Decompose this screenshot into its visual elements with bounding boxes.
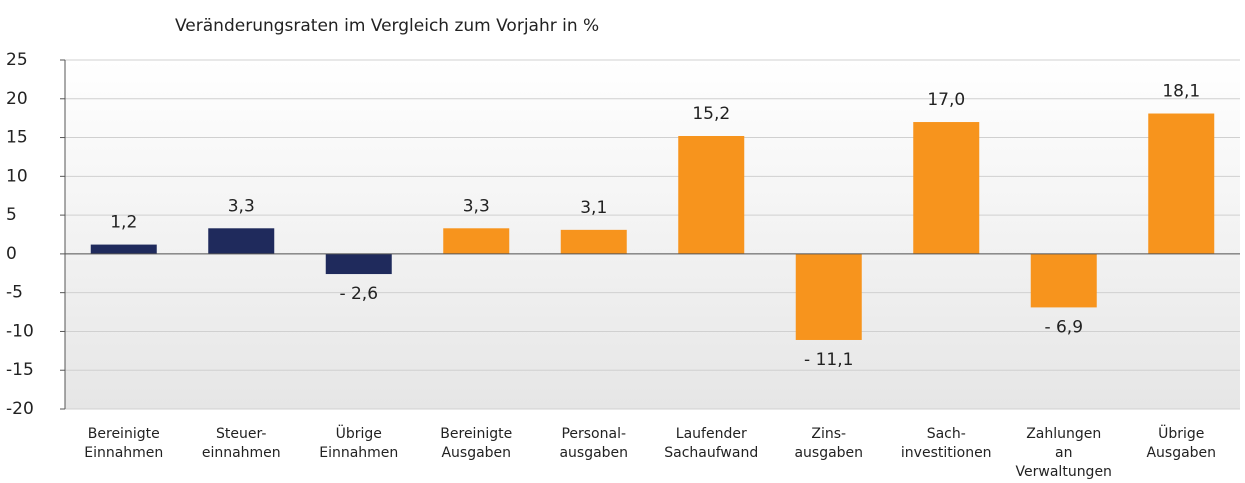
data-label: - 11,1 [804,350,853,370]
bar [560,229,627,254]
y-tick-label: 10 [6,166,28,186]
x-tick-label: Steuer- [216,426,266,442]
x-tick-label: Übrige [336,424,382,442]
data-label: 3,3 [463,196,490,216]
x-tick-label: Zins- [811,426,846,442]
x-tick-label: Einnahmen [84,445,163,461]
bar [325,253,392,275]
data-label: 3,1 [580,198,607,218]
data-label: 18,1 [1162,82,1200,102]
y-tick-label: 25 [6,50,28,70]
y-tick-label: 20 [6,89,28,109]
x-tick-label: investitionen [901,445,992,461]
y-tick-label: -5 [6,283,23,303]
y-tick-label: -10 [6,321,34,341]
x-tick-label: Zahlungen [1026,426,1101,442]
x-tick-label: Einnahmen [319,445,398,461]
x-tick-label: ausgaben [559,445,628,461]
y-tick-label: 15 [6,128,28,148]
x-tick-label: ausgaben [794,445,863,461]
bar [90,244,157,254]
data-label: 1,2 [110,213,137,233]
y-tick-label: -15 [6,360,34,380]
bar [913,122,980,254]
x-tick-label: Laufender [676,426,747,442]
bar [1148,113,1215,254]
data-label: 15,2 [692,104,730,124]
bar [208,228,275,254]
x-tick-label: Personal- [561,426,626,442]
x-tick-label: Ausgaben [1146,445,1216,461]
data-label: 17,0 [927,90,965,110]
data-label: 3,3 [228,196,255,216]
x-tick-label: Übrige [1158,424,1204,442]
y-tick-label: 5 [6,205,17,225]
x-tick-label: Sachaufwand [664,445,758,461]
chart-title: Veränderungsraten im Vergleich zum Vorja… [175,16,599,36]
x-tick-label: Bereinigte [440,426,512,442]
x-tick-label: an [1055,445,1072,461]
data-label: - 6,9 [1044,317,1083,337]
x-tick-label: Ausgaben [441,445,511,461]
y-tick-label: -20 [6,399,34,419]
bar [1030,253,1097,308]
y-tick-label: 0 [6,244,17,264]
x-tick-label: einnahmen [202,445,281,461]
bar [795,253,862,340]
x-tick-label: Sach- [927,426,966,442]
bar [443,228,510,254]
data-label: - 2,6 [339,284,378,304]
bar [678,136,745,254]
x-tick-label: Verwaltungen [1016,464,1112,480]
x-tick-label: Bereinigte [88,426,160,442]
